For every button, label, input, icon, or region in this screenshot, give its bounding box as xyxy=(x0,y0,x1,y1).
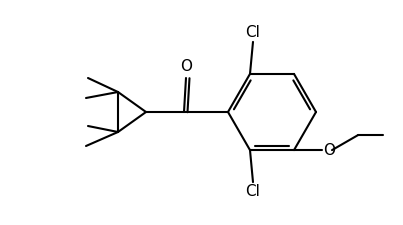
Text: Cl: Cl xyxy=(245,184,260,199)
Text: Cl: Cl xyxy=(245,25,260,40)
Text: O: O xyxy=(180,59,192,74)
Text: O: O xyxy=(323,143,335,158)
